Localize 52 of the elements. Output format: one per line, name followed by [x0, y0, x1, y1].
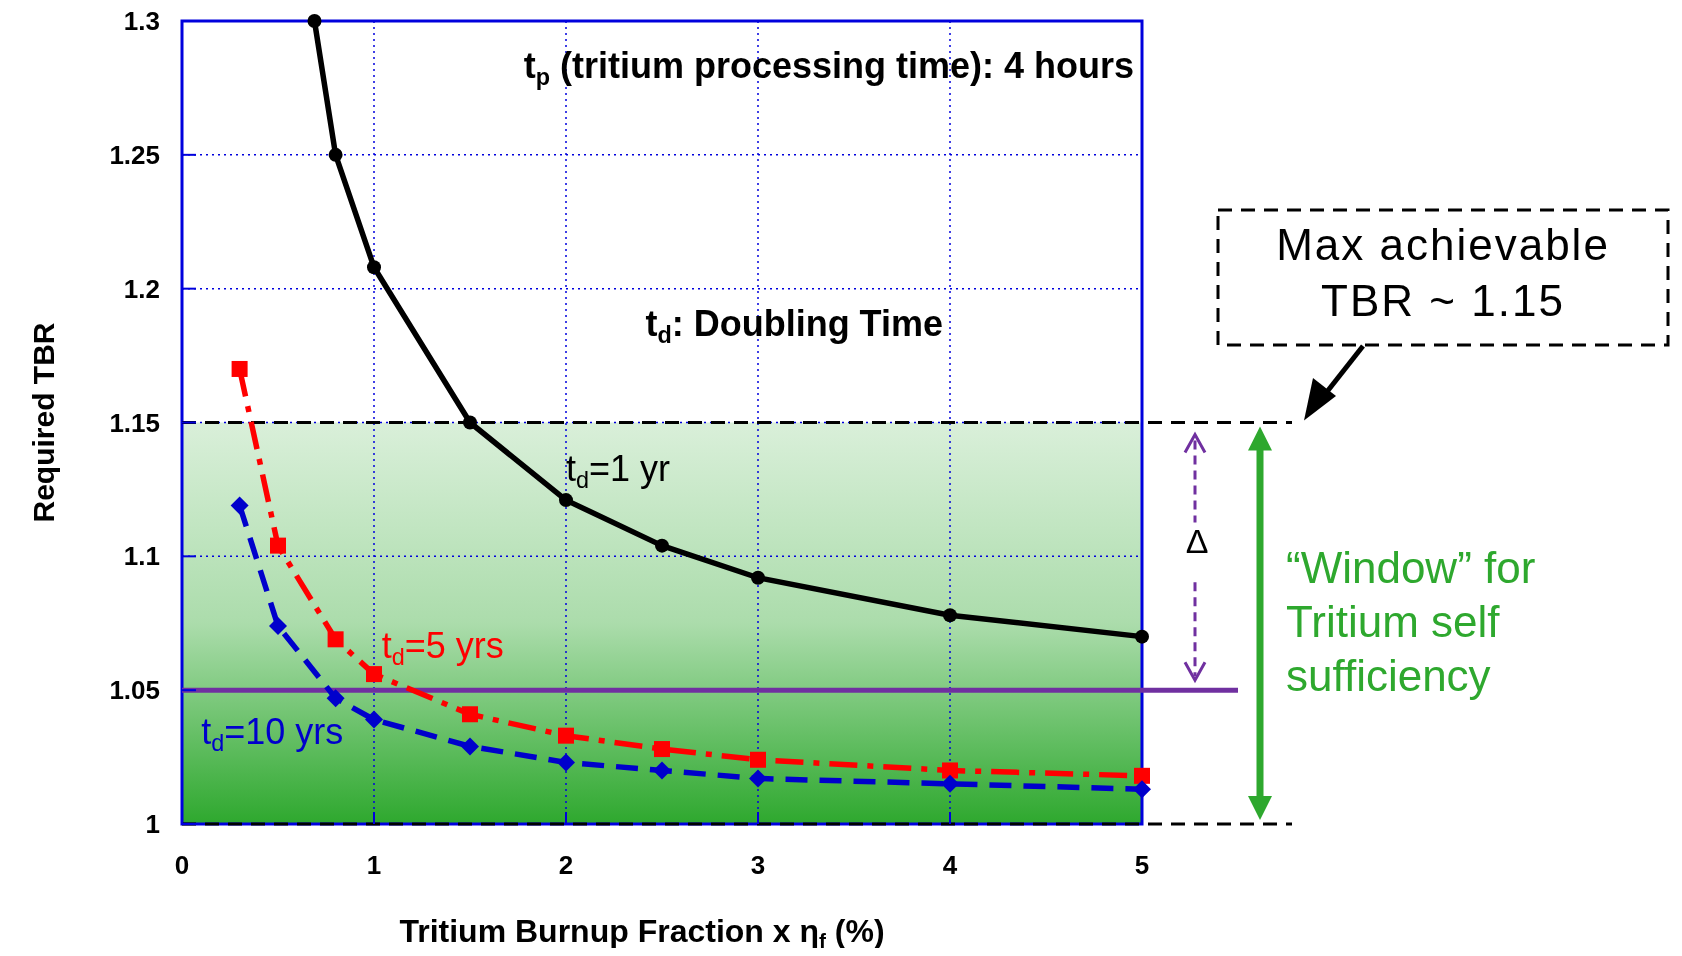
series-label: t$_{d}$=5 yrs	[381, 625, 504, 670]
point	[1134, 767, 1150, 784]
x-tick-label: 5	[1134, 850, 1150, 880]
point	[751, 570, 765, 585]
x-tick-label: 4	[942, 850, 958, 880]
point	[655, 538, 669, 553]
annotation: t$_{p}$ (tritium processing time): 4 hours	[523, 45, 1134, 90]
point	[366, 666, 382, 683]
point	[750, 751, 766, 768]
point	[749, 769, 767, 788]
point	[327, 631, 344, 648]
series-label: t$_{d}$=1 yr	[566, 448, 671, 494]
point	[942, 762, 958, 779]
text: “Window” for Tritium self sufficiency	[1286, 543, 1536, 701]
y-tick-label: 1	[145, 809, 160, 839]
y-tick-label: 1.05	[109, 675, 160, 706]
point	[558, 727, 574, 744]
point	[463, 415, 477, 430]
point	[943, 608, 957, 623]
annotation: t$_{d}$: Doubling Time	[645, 303, 943, 348]
ref-line-label: Max achievable TBR ~ 1.15	[1276, 220, 1610, 325]
y-tick-label: 1.25	[109, 139, 160, 170]
point	[653, 761, 671, 780]
point	[269, 616, 287, 635]
point	[307, 14, 322, 28]
point	[654, 741, 670, 758]
x-tick-label: 2	[558, 850, 574, 880]
point	[367, 260, 381, 275]
point	[559, 493, 573, 508]
point	[1135, 629, 1149, 644]
text: Δ	[1185, 522, 1209, 560]
y-tick-label: 1.2	[123, 273, 160, 304]
point	[270, 537, 286, 554]
point	[461, 737, 479, 756]
x-axis-title: Tritium Burnup Fraction x η$_{f}$ (%)	[399, 913, 885, 953]
point	[230, 496, 249, 515]
point	[328, 147, 343, 162]
point	[326, 689, 345, 708]
point	[462, 706, 478, 723]
x-tick-label: 3	[750, 850, 766, 880]
x-tick-label: 0	[174, 850, 190, 880]
series-label: t$_{d}$=10 yrs	[201, 710, 344, 756]
y-axis-title: Required TBR	[27, 322, 60, 523]
point	[365, 710, 383, 729]
y-tick-label: 1.15	[109, 407, 160, 438]
point	[941, 774, 959, 793]
point	[1133, 780, 1151, 799]
y-tick-label: 1.1	[123, 541, 160, 572]
y-tick-label: 1.3	[123, 6, 160, 36]
point	[557, 753, 575, 772]
x-tick-label: 1	[366, 850, 382, 880]
point	[231, 360, 248, 377]
